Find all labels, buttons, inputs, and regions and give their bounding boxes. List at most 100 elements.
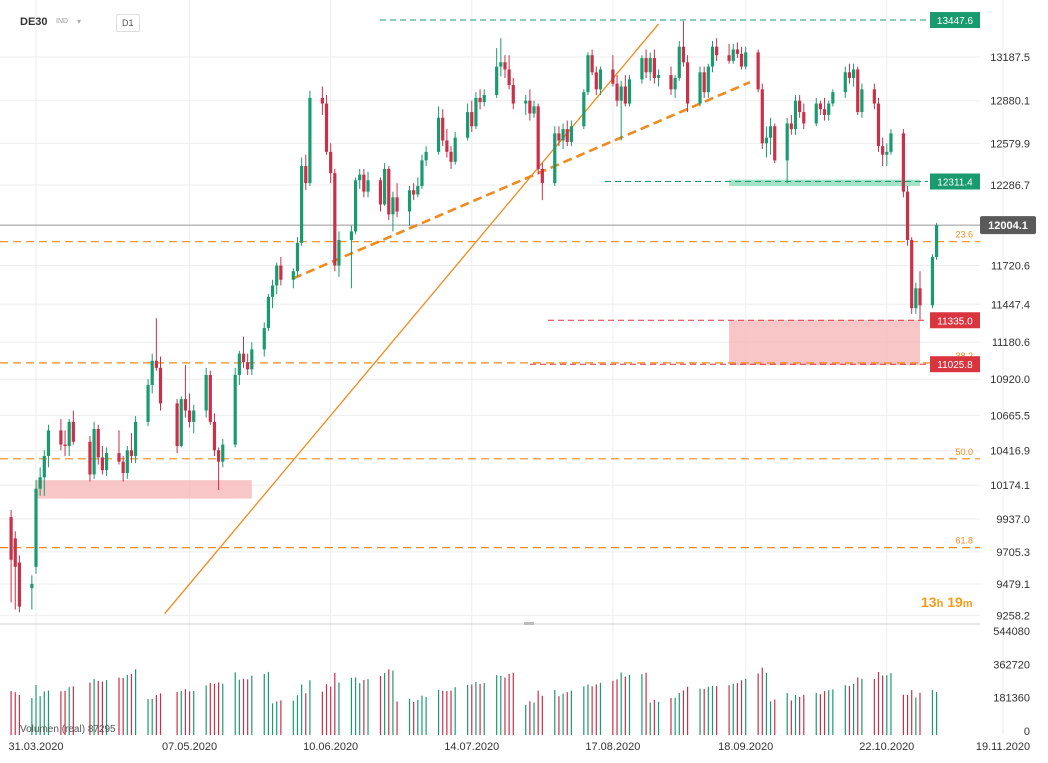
candle-body: [250, 349, 254, 370]
candle-body: [300, 166, 304, 243]
candle-body: [847, 72, 852, 78]
candle-body: [279, 265, 283, 280]
symbol-label[interactable]: DE30: [20, 16, 48, 28]
candle-body: [706, 66, 710, 93]
candle-body: [217, 450, 221, 462]
candle-body: [768, 126, 773, 138]
zone-box: [729, 320, 920, 366]
candle-body: [507, 69, 511, 86]
candle-body: [266, 296, 271, 329]
candle-body: [358, 174, 362, 181]
candle-body: [619, 86, 623, 101]
candle-body: [872, 89, 876, 104]
candle-body: [503, 62, 507, 70]
candle-body: [785, 123, 789, 161]
candle-body: [324, 103, 329, 152]
zone-box: [729, 179, 920, 186]
candle-body: [353, 180, 358, 232]
candle-body: [208, 374, 212, 422]
candle-body: [644, 58, 648, 73]
candle-body: [333, 173, 337, 266]
candle-body: [756, 52, 760, 90]
candle-body: [30, 583, 34, 589]
timeframe-button[interactable]: D1: [116, 14, 140, 32]
candle-body: [212, 421, 217, 451]
candle-body: [192, 410, 196, 422]
candle-body: [100, 457, 105, 471]
candle-body: [814, 103, 818, 124]
candle-body: [727, 55, 731, 61]
price-tick-label: 10174.1: [990, 480, 1030, 492]
candle-body: [88, 441, 92, 475]
candle-body: [528, 100, 532, 114]
candle-body: [930, 257, 935, 306]
candle-body: [710, 46, 715, 67]
candle-body: [146, 384, 150, 422]
candle-body: [420, 160, 424, 186]
countdown-minutes: 19: [947, 594, 963, 610]
candle-body: [831, 92, 835, 104]
candle-body: [395, 197, 399, 212]
candle-body: [474, 97, 478, 127]
candle-body: [698, 72, 702, 104]
candle-body: [183, 399, 188, 411]
candle-body: [851, 69, 856, 78]
volume-value: 87295: [87, 724, 116, 735]
date-tick-label: 18.09.2020: [718, 741, 773, 753]
candle-body: [715, 46, 719, 56]
candle-body: [63, 444, 67, 447]
candle-body: [702, 72, 706, 93]
candle-body: [150, 360, 154, 385]
price-level-tag: [930, 356, 980, 373]
candle-body: [449, 151, 453, 162]
candle-body: [233, 374, 237, 445]
candle-body: [495, 66, 499, 96]
candle-body: [532, 106, 536, 114]
candle-body: [914, 288, 918, 309]
candle-body: [387, 168, 391, 215]
price-tick-label: 13187.5: [990, 52, 1030, 64]
candle-body: [9, 517, 13, 560]
candle-body: [764, 137, 769, 144]
candle-body: [291, 271, 295, 280]
symbol-tag: IND: [56, 18, 69, 25]
candle-body: [843, 72, 847, 93]
candle-body: [540, 168, 544, 184]
candle-body: [67, 421, 71, 447]
candle-body: [524, 100, 528, 104]
dropdown-arrow-icon[interactable]: ▾: [77, 17, 82, 26]
volume-tick-label: 544080: [993, 626, 1030, 638]
bar-countdown: 13h 19m: [921, 594, 973, 610]
candle-body: [17, 562, 21, 607]
candle-body: [773, 126, 777, 161]
date-tick-label: 22.10.2020: [859, 741, 914, 753]
candle-body: [453, 137, 457, 162]
candle-body: [104, 453, 109, 471]
candle-body: [407, 190, 412, 212]
date-tick-label: 31.03.2020: [8, 741, 63, 753]
candle-body: [46, 430, 51, 456]
price-tick-label: 12880.1: [990, 96, 1030, 108]
price-tick-label: 12286.7: [990, 180, 1030, 192]
volume-tick-label: 0: [1024, 726, 1030, 738]
candle-body: [125, 450, 129, 474]
date-tick-label: 17.08.2020: [585, 741, 640, 753]
candle-body: [561, 129, 565, 141]
candle-body: [204, 374, 208, 411]
candle-body: [117, 453, 121, 462]
candle-body: [295, 242, 300, 272]
panel-resize-handle: [524, 622, 534, 625]
price-level-text: 12311.4: [937, 178, 973, 189]
candle-body: [134, 421, 138, 456]
volume-tick-label: 181360: [993, 693, 1030, 705]
axis-layer: 13187.5 12880.1 12579.9 12286.7 11720.6 11447…: [8, 52, 1036, 753]
date-tick-label: 10.06.2020: [303, 741, 358, 753]
price-tick-label: 12579.9: [990, 138, 1030, 150]
price-tick-label: 9258.2: [996, 610, 1030, 622]
candle-body: [478, 97, 482, 103]
candle-body: [553, 133, 557, 184]
candle-body: [860, 89, 864, 113]
price-tick-label: 11180.6: [992, 337, 1030, 349]
